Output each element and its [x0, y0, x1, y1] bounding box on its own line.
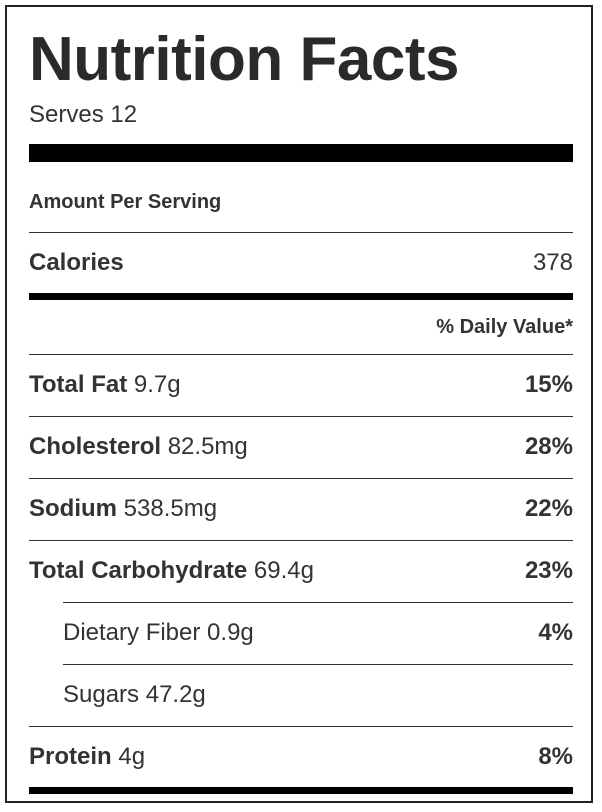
- medium-divider: [29, 293, 573, 300]
- nutrient-label: Protein 4g: [29, 743, 146, 770]
- nutrient-row-cholesterol: Cholesterol 82.5mg 28%: [29, 417, 573, 477]
- nutrient-percent: 23%: [524, 557, 573, 584]
- calories-value: 378: [532, 249, 573, 276]
- nutrient-row-total-fat: Total Fat 9.7g 15%: [29, 355, 573, 415]
- nutrient-row-sodium: Sodium 538.5mg 22%: [29, 479, 573, 539]
- nutrient-row-total-carbohydrate: Total Carbohydrate 69.4g 23%: [29, 541, 573, 601]
- nutrient-label: Total Fat 9.7g: [29, 371, 181, 398]
- amount-per-serving-label: Amount Per Serving: [29, 190, 222, 213]
- nutrition-facts-title: Nutrition Facts: [29, 25, 459, 94]
- nutrient-row-protein: Protein 4g 8%: [29, 727, 573, 787]
- bottom-medium-divider: [29, 787, 573, 794]
- nutrient-label: Sodium 538.5mg: [29, 495, 218, 522]
- nutrition-facts-content: Nutrition Facts Serves 12 Amount Per Ser…: [29, 7, 573, 801]
- serves-text: Serves 12: [29, 101, 138, 128]
- divider: [29, 478, 573, 479]
- nutrient-label: Dietary Fiber 0.9g: [63, 619, 254, 646]
- nutrient-label: Cholesterol 82.5mg: [29, 433, 248, 460]
- calories-label: Calories: [29, 249, 124, 276]
- thick-divider: [29, 144, 573, 162]
- nutrient-percent: 15%: [524, 371, 573, 398]
- nutrient-row-dietary-fiber: Dietary Fiber 0.9g 4%: [63, 603, 573, 663]
- nutrient-label: Sugars 47.2g: [63, 681, 206, 708]
- divider: [29, 726, 573, 727]
- divider: [29, 416, 573, 417]
- nutrient-percent: 22%: [524, 495, 573, 522]
- calories-row: Calories 378: [29, 233, 573, 293]
- daily-value-header: % Daily Value*: [436, 315, 573, 338]
- nutrient-label: Total Carbohydrate 69.4g: [29, 557, 314, 584]
- nutrition-facts-panel: Nutrition Facts Serves 12 Amount Per Ser…: [5, 5, 593, 803]
- nutrient-row-sugars: Sugars 47.2g: [63, 665, 573, 725]
- daily-value-header-row: % Daily Value*: [29, 300, 573, 354]
- amount-per-serving-row: Amount Per Serving: [29, 171, 573, 233]
- divider: [29, 540, 573, 541]
- divider: [29, 232, 573, 233]
- divider: [29, 354, 573, 355]
- divider: [63, 664, 573, 665]
- nutrient-percent: 28%: [524, 433, 573, 460]
- nutrient-percent: 8%: [538, 743, 573, 770]
- divider: [63, 602, 573, 603]
- nutrient-percent: 4%: [538, 619, 573, 646]
